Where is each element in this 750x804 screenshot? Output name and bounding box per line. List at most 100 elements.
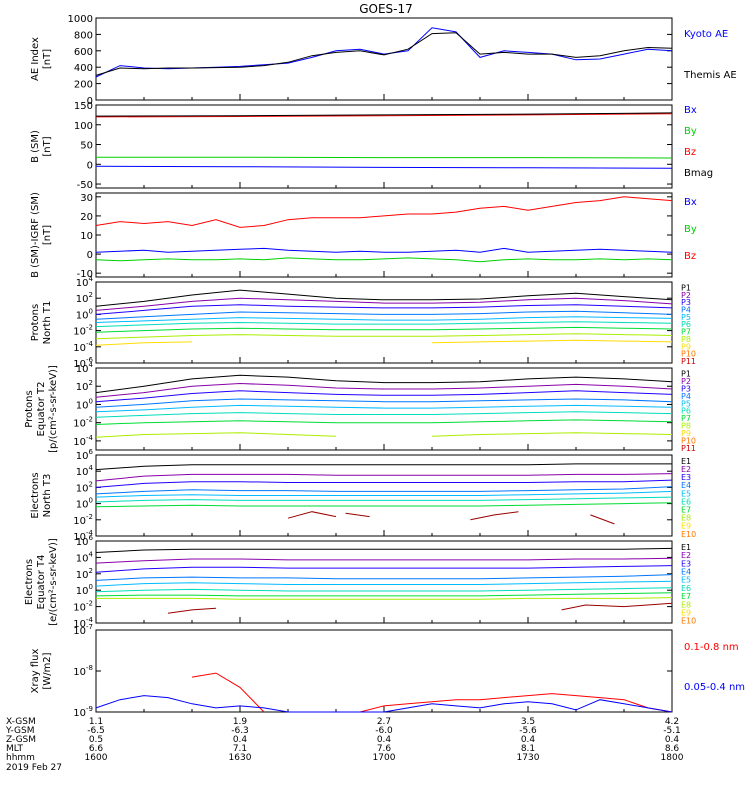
footer-value: 1700 (373, 753, 396, 763)
channel-legend-p9: P9 (681, 342, 691, 351)
panel-frame (95, 629, 673, 713)
channel-legend-p3: P3 (681, 384, 691, 393)
footer-value: 8.6 (665, 744, 680, 754)
channel-line-p1 (95, 289, 673, 307)
footer-value: 6.6 (89, 744, 104, 754)
y-tick-label: 10-8 (73, 664, 93, 678)
y-tick-label: 104 (76, 464, 94, 478)
y-tick-label: 50 (80, 141, 93, 152)
footer-value: 7.6 (377, 744, 392, 754)
footer-value: 0.4 (665, 735, 680, 745)
y-axis-label: North T1 (42, 301, 53, 345)
y-tick-label: 106 (76, 448, 94, 462)
y-tick-label: 102 (76, 480, 93, 494)
channel-line-e6 (95, 587, 673, 593)
channel-legend-e8: E8 (681, 514, 691, 523)
channel-legend-e7: E7 (681, 505, 691, 514)
footer-row-label: Y-GSM (5, 726, 34, 736)
y-axis-label: [p/(cm²-s-sr-keV)] (48, 365, 59, 453)
channel-line-p2 (95, 382, 673, 398)
channel-legend-e4: E4 (681, 568, 691, 577)
y-tick-label: 104 (76, 361, 94, 375)
footer-value: -6.0 (375, 726, 393, 736)
footer-value: 1.9 (233, 717, 248, 727)
channel-legend-p10: P10 (681, 350, 696, 359)
y-tick-label: 10-2 (73, 600, 93, 614)
series-line-by (96, 156, 673, 159)
footer-value: 0.4 (377, 735, 392, 745)
channel-legend-e1: E1 (681, 457, 691, 466)
footer-value: 3.5 (521, 717, 535, 727)
y-axis-label: B (SM)-IGRF (SM) (30, 192, 41, 278)
channel-legend-e2: E2 (681, 551, 691, 560)
channel-fragment-line (561, 602, 673, 611)
footer-value: 1.1 (89, 717, 103, 727)
channel-legend-e9: E9 (681, 609, 691, 618)
y-axis-label: Equator T4 (36, 555, 47, 610)
legend-by: By (684, 224, 697, 235)
channel-legend-p6: P6 (681, 407, 691, 416)
y-tick-label: -10 (77, 269, 93, 280)
channel-legend-p7: P7 (681, 414, 691, 423)
footer-value: 2.7 (377, 717, 391, 727)
channel-legend-e4: E4 (681, 481, 691, 490)
channel-line-e7 (95, 592, 673, 597)
footer-value: -5.6 (519, 726, 537, 736)
channel-fragment-line (590, 514, 615, 525)
channel-line-e1 (95, 547, 673, 553)
channel-legend-e1: E1 (681, 543, 691, 552)
y-axis-label: [W/m2] (42, 652, 53, 689)
legend-by: By (684, 126, 697, 137)
y-axis-label: [nT] (42, 136, 53, 156)
y-tick-label: 0 (87, 96, 93, 107)
footer-value: 0.4 (233, 735, 248, 745)
footer-value: 1730 (517, 753, 540, 763)
footer-row-label: hhmm (6, 753, 35, 763)
channel-line-e3 (95, 565, 673, 573)
channel-line-p7 (95, 419, 673, 425)
footer-row-label: X-GSM (6, 717, 36, 727)
y-tick-label: 106 (76, 534, 94, 548)
channel-legend-e6: E6 (681, 497, 691, 506)
channel-line-e7 (95, 502, 673, 508)
y-tick-label: 100 (76, 397, 93, 411)
footer-value: 1800 (661, 753, 684, 763)
channel-legend-p8: P8 (681, 422, 691, 431)
channel-line-p7 (95, 326, 673, 333)
channel-legend-e10: E10 (681, 617, 696, 626)
y-axis-label: Electrons (30, 472, 41, 518)
y-axis-label: B (SM) (30, 130, 41, 163)
channel-line-e2 (95, 557, 673, 564)
panel-frame (95, 104, 673, 189)
channel-legend-p4: P4 (681, 306, 691, 315)
footer-value: 1600 (85, 753, 108, 763)
channel-legend-p5: P5 (681, 399, 691, 408)
channel-legend-p3: P3 (681, 298, 691, 307)
channel-line-p4 (95, 398, 673, 408)
series-line-themis-ae (95, 32, 673, 76)
y-tick-label: 800 (74, 30, 93, 41)
series-line-0-1-0-8-nm (191, 672, 673, 713)
y-tick-label: -50 (77, 180, 93, 191)
channel-line-p6 (95, 321, 673, 328)
y-tick-label: 10-2 (73, 416, 93, 430)
y-axis-label: Xray flux (30, 649, 41, 694)
legend-bz: Bz (684, 251, 696, 262)
y-axis-label: [nT] (42, 49, 53, 69)
y-tick-label: 30 (80, 193, 93, 204)
channel-line-e2 (95, 473, 673, 482)
footer-value: -5.1 (663, 726, 681, 736)
channel-legend-p6: P6 (681, 320, 691, 329)
channel-line-e5 (95, 490, 673, 498)
y-tick-label: 600 (74, 47, 93, 58)
channel-legend-p7: P7 (681, 328, 691, 337)
channel-legend-e7: E7 (681, 592, 691, 601)
channel-fragment-line (287, 511, 337, 519)
channel-line-e4 (95, 574, 673, 581)
series-line-bmag (95, 112, 673, 117)
channel-line-p1 (95, 374, 673, 394)
legend-kyoto-ae: Kyoto AE (684, 29, 728, 40)
legend-0-1-0-8-nm: 0.1-0.8 nm (684, 642, 739, 653)
legend-0-05-0-4-nm: 0.05-0.4 nm (684, 682, 745, 693)
